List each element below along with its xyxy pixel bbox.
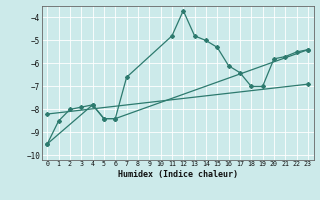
X-axis label: Humidex (Indice chaleur): Humidex (Indice chaleur) (118, 170, 237, 179)
